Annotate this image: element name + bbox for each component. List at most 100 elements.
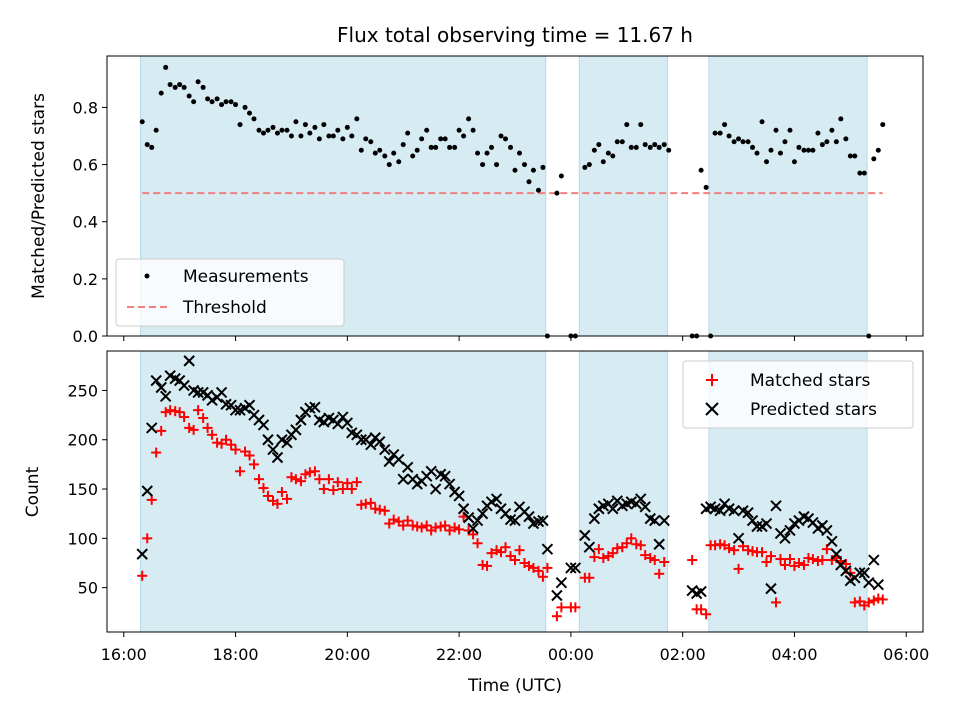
matched-star-point <box>640 550 651 561</box>
measurement-point <box>508 144 514 150</box>
measurement-point <box>200 84 206 90</box>
matched-star-point <box>607 548 618 559</box>
matched-star-point <box>226 439 237 450</box>
measurement-point <box>796 144 802 150</box>
measurement-point <box>652 142 658 148</box>
matched-star-point <box>486 548 497 559</box>
measurement-point <box>344 124 350 130</box>
measurement-point <box>438 136 444 142</box>
measurement-point <box>480 162 486 168</box>
matched-star-point <box>286 472 297 483</box>
measurement-point <box>144 142 150 148</box>
matched-star-point <box>598 553 609 564</box>
matched-star-point <box>188 424 199 435</box>
measurement-point <box>516 150 522 156</box>
matched-star-point <box>402 515 413 526</box>
measurement-point <box>316 136 322 142</box>
matched-star-point <box>379 505 390 516</box>
predicted-star-point <box>765 582 777 595</box>
predicted-star-point <box>854 567 866 579</box>
predicted-star-point <box>588 512 601 525</box>
predicted-star-point <box>365 438 377 451</box>
measurement-point <box>149 144 155 150</box>
matched-star-point <box>262 490 273 501</box>
y-tick-label: 200 <box>67 431 98 450</box>
predicted-star-point <box>141 485 153 497</box>
predicted-star-point <box>863 576 875 589</box>
measurement-point <box>619 139 625 145</box>
measurement-point <box>526 179 532 185</box>
measurement-point <box>717 130 723 136</box>
predicted-star-point <box>453 490 465 502</box>
measurement-point <box>600 159 606 165</box>
matched-star-point <box>584 572 595 583</box>
observing-window-3 <box>708 55 868 337</box>
matched-star-point <box>151 447 162 458</box>
measurement-point <box>489 144 495 150</box>
matched-star-point <box>514 545 525 556</box>
predicted-star-point <box>779 532 791 545</box>
predicted-star-point <box>579 529 591 542</box>
matched-star-point <box>733 563 744 574</box>
predicted-star-point <box>490 493 503 505</box>
measurement-point <box>139 119 145 125</box>
matched-star-point <box>351 477 362 488</box>
predicted-star-point <box>136 548 148 560</box>
predicted-star-point <box>751 520 763 533</box>
measurement-point <box>405 130 411 136</box>
measurement-point <box>260 130 266 136</box>
matched-star-point <box>537 571 548 582</box>
measurement-point <box>777 150 783 156</box>
x-tick-label: 20:00 <box>324 645 370 664</box>
predicted-star-point <box>826 535 838 547</box>
measurement-point <box>656 144 662 150</box>
matched-star-point <box>244 450 255 461</box>
measurement-point <box>722 122 728 128</box>
measurement-point <box>661 142 667 148</box>
top-observation-shading <box>140 55 868 337</box>
matched-star-point <box>174 407 185 418</box>
predicted-star-point <box>770 500 782 512</box>
x-tick-label: 02:00 <box>660 645 706 664</box>
bottom-x-axis: 16:00 18:00 20:00 22:00 00:00 02:00 04:00 06:00 <box>101 632 929 664</box>
measurement-point <box>372 150 378 156</box>
bottom-y-axis: 50 100 150 200 250 <box>67 381 107 598</box>
measurement-point <box>638 122 644 128</box>
legend-threshold-label: Threshold <box>182 298 267 318</box>
matched-star-point <box>388 514 399 525</box>
predicted-star-point <box>397 473 409 485</box>
matched-star-point <box>221 434 232 445</box>
measurement-point <box>466 116 472 122</box>
y-tick-label: 250 <box>67 381 98 400</box>
measurement-point <box>270 124 276 130</box>
measurement-point <box>628 144 634 150</box>
measurement-point <box>731 139 737 145</box>
measurement-point <box>219 102 225 108</box>
predicted-star-point <box>229 404 242 416</box>
matched-star-point <box>309 466 320 477</box>
predicted-star-point <box>471 514 484 527</box>
matched-star-point <box>523 560 534 571</box>
measurement-point <box>740 139 746 145</box>
measurement-point <box>871 156 877 162</box>
measurement-point <box>586 162 592 168</box>
measurement-point <box>340 136 346 142</box>
x-tick-label: 16:00 <box>101 645 147 664</box>
predicted-star-point <box>583 541 596 553</box>
predicted-star-point <box>281 436 293 449</box>
legend-matched-label: Matched stars <box>750 371 870 391</box>
matched-star-point <box>817 555 828 566</box>
matched-star-point <box>179 412 190 423</box>
measurement-point <box>805 147 811 153</box>
predicted-star-point <box>565 562 577 574</box>
matched-star-point <box>146 494 157 505</box>
measurement-point <box>712 130 718 136</box>
predicted-star-point <box>183 355 195 367</box>
matched-star-point <box>328 485 339 496</box>
predicted-star-point <box>551 589 563 602</box>
legend-measurements-label: Measurements <box>183 267 309 287</box>
measurement-point <box>363 136 369 142</box>
predicted-star-point <box>401 461 414 474</box>
matched-star-point <box>589 552 600 563</box>
